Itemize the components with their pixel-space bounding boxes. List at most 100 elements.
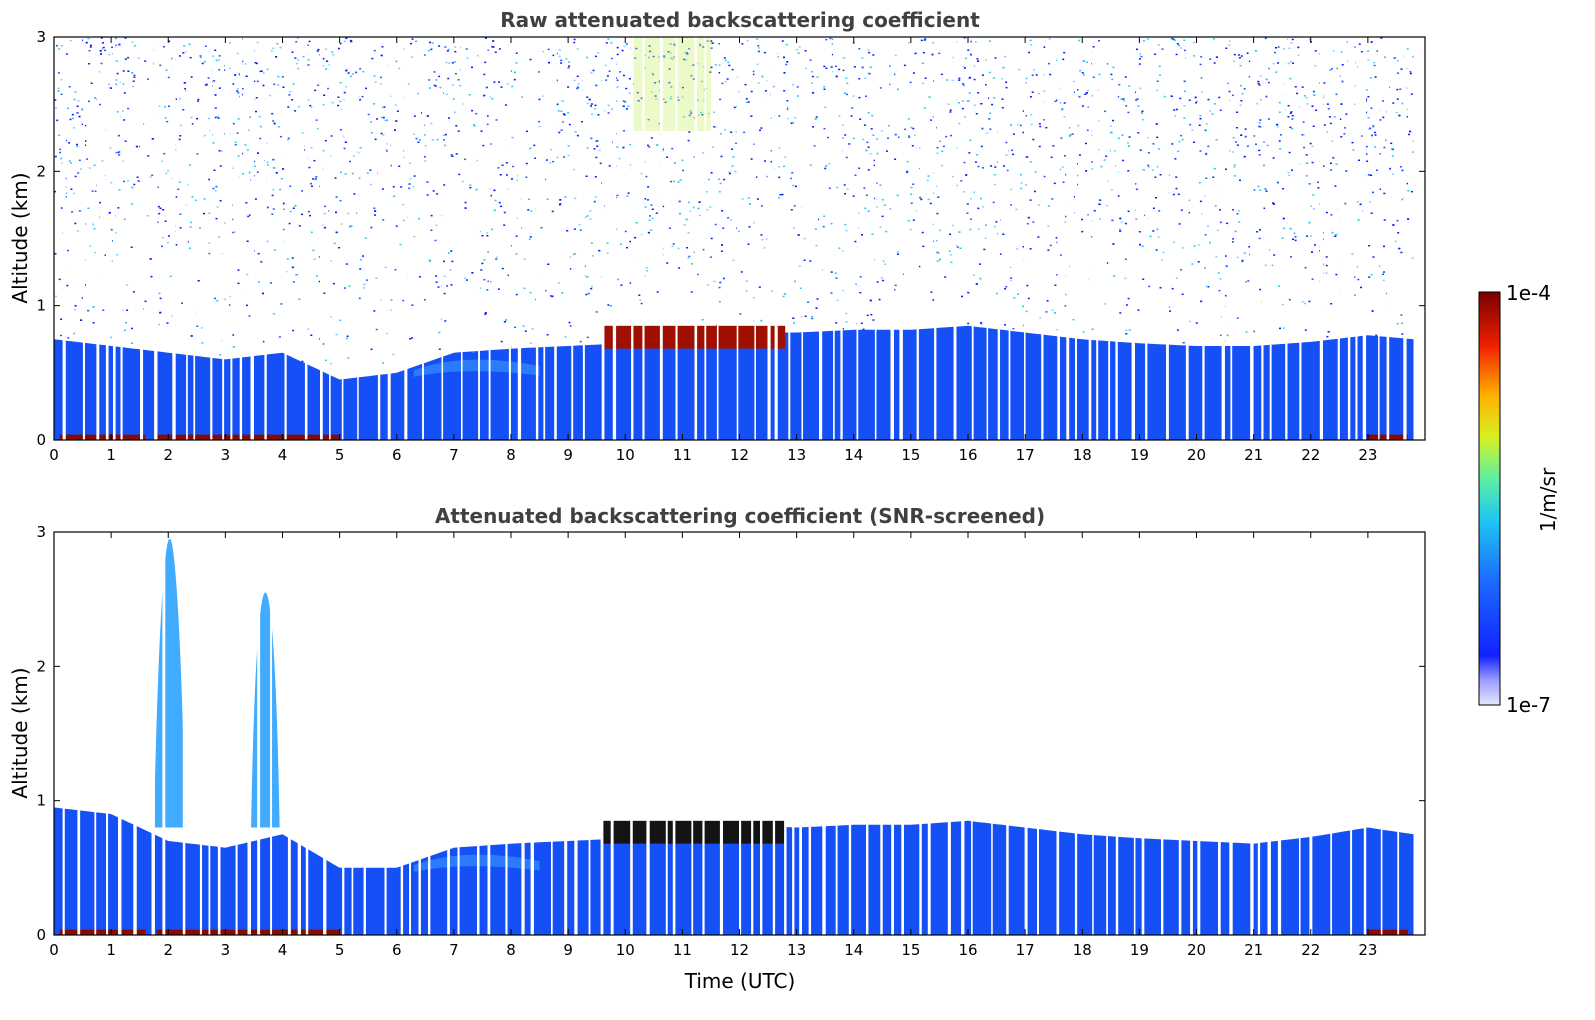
noise-pixel (1177, 193, 1180, 195)
noise-pixel (351, 172, 354, 175)
noise-pixel (1343, 133, 1346, 135)
noise-pixel (1029, 96, 1032, 98)
noise-pixel (656, 144, 659, 146)
x-tick-label: 2 (163, 941, 173, 959)
noise-pixel (1399, 166, 1402, 168)
noise-pixel (218, 55, 221, 57)
noise-pixel (573, 228, 576, 230)
noise-pixel (1309, 235, 1312, 237)
noise-pixel (168, 105, 170, 107)
noise-pixel (528, 238, 531, 240)
cloud-layer (602, 820, 786, 844)
noise-pixel (858, 96, 861, 99)
noise-pixel (844, 223, 847, 226)
noise-pixel (595, 84, 598, 87)
noise-pixel (795, 48, 798, 51)
noise-pixel (349, 160, 351, 163)
noise-pixel (158, 212, 161, 215)
noise-pixel (161, 237, 164, 239)
noise-pixel (1064, 305, 1067, 307)
noise-pixel (253, 165, 256, 167)
data-gap (1337, 37, 1340, 440)
surface-return (156, 434, 340, 440)
noise-pixel (770, 161, 772, 163)
noise-pixel (511, 136, 514, 139)
noise-pixel (189, 226, 192, 228)
noise-pixel (1184, 49, 1186, 52)
noise-pixel (698, 201, 701, 203)
x-tick-label: 8 (506, 446, 516, 464)
noise-pixel (561, 120, 564, 123)
noise-pixel (595, 311, 598, 313)
noise-pixel (710, 172, 713, 174)
noise-pixel (620, 284, 623, 286)
noise-pixel (702, 152, 705, 154)
noise-pixel (1370, 212, 1373, 214)
noise-pixel (295, 41, 298, 43)
data-gap (508, 37, 511, 440)
noise-pixel (204, 45, 207, 47)
noise-pixel (623, 45, 626, 48)
noise-pixel (558, 204, 561, 206)
noise-pixel (566, 230, 569, 232)
data-gap (199, 532, 203, 935)
noise-pixel (634, 237, 637, 239)
noise-pixel (218, 150, 221, 152)
noise-pixel (707, 112, 710, 115)
noise-pixel (409, 338, 412, 340)
noise-pixel (355, 212, 358, 214)
noise-pixel (867, 210, 870, 212)
noise-pixel (816, 76, 819, 78)
noise-pixel (1156, 136, 1159, 139)
noise-pixel (500, 205, 502, 208)
noise-pixel (723, 178, 726, 181)
noise-pixel (977, 60, 979, 62)
data-gap (600, 532, 604, 935)
data-gap (571, 37, 574, 440)
noise-pixel (932, 42, 935, 44)
noise-pixel (1396, 219, 1399, 222)
noise-pixel (214, 94, 217, 96)
noise-pixel (524, 330, 527, 332)
noise-pixel (179, 227, 182, 229)
noise-pixel (1287, 105, 1290, 107)
noise-pixel (718, 43, 720, 45)
noise-pixel (867, 72, 870, 74)
noise-pixel (1047, 205, 1050, 207)
noise-pixel (183, 45, 186, 47)
noise-pixel (263, 72, 266, 74)
noise-pixel (482, 144, 485, 147)
noise-pixel (1141, 168, 1144, 171)
noise-pixel (1170, 95, 1173, 97)
noise-pixel (963, 191, 966, 193)
noise-pixel (68, 86, 71, 88)
noise-pixel (237, 155, 240, 157)
noise-pixel (854, 240, 857, 243)
noise-pixel (258, 281, 260, 283)
noise-pixel (625, 87, 628, 90)
data-gap (210, 37, 213, 440)
noise-pixel (1022, 246, 1025, 248)
data-gap (848, 532, 852, 935)
noise-pixel (208, 252, 211, 255)
data-gap (1350, 532, 1353, 935)
noise-pixel (1233, 164, 1236, 166)
noise-pixel (273, 249, 276, 251)
noise-pixel (315, 176, 318, 178)
noise-pixel (259, 70, 262, 73)
noise-pixel (78, 115, 81, 118)
noise-pixel (430, 122, 433, 125)
noise-pixel (438, 75, 441, 78)
noise-pixel (316, 50, 319, 52)
noise-pixel (1361, 135, 1363, 137)
noise-pixel (1265, 95, 1268, 98)
noise-pixel (444, 133, 447, 136)
noise-pixel (822, 225, 825, 228)
noise-pixel (402, 203, 405, 206)
noise-pixel (182, 52, 185, 54)
noise-pixel (1245, 331, 1248, 333)
noise-pixel (838, 115, 841, 117)
noise-pixel (123, 119, 126, 121)
data-gap (1285, 37, 1288, 440)
noise-pixel (594, 176, 597, 178)
